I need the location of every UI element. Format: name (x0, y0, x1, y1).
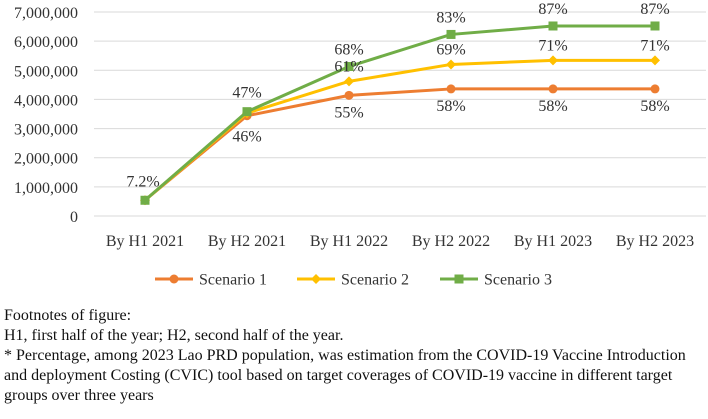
series-line (144, 58, 655, 202)
x-tick-label: By H2 2022 (412, 233, 490, 250)
y-tick-label: 3,000,000 (14, 122, 78, 139)
y-tick-label: 6,000,000 (14, 34, 78, 51)
data-point-marker (650, 21, 660, 31)
data-label: 71% (640, 37, 669, 54)
y-tick-label: 7,000,000 (14, 5, 78, 22)
data-point-marker (140, 195, 150, 205)
data-point-marker (454, 274, 464, 284)
data-label: 7.2% (126, 173, 159, 190)
y-tick-label: 4,000,000 (14, 92, 78, 109)
data-point-marker (344, 61, 354, 71)
legend-label: Scenario 3 (484, 272, 552, 289)
legend-label: Scenario 2 (341, 272, 409, 289)
y-axis: 0 1,000,000 2,000,000 3,000,000 4,000,000 5,0… (14, 5, 78, 226)
data-point-marker (446, 59, 456, 70)
gridlines (94, 11, 706, 217)
footnote-percentage-note: * Percentage, among 2023 Lao PRD populat… (4, 347, 686, 404)
line-chart: 0 1,000,000 2,000,000 3,000,000 4,000,000 5,0… (14, 1, 706, 289)
data-label: 83% (436, 9, 465, 26)
data-point-marker (650, 84, 660, 94)
series-line (144, 87, 655, 202)
y-tick-label: 5,000,000 (14, 63, 78, 80)
x-tick-label: By H1 2022 (310, 233, 388, 250)
data-label: 87% (538, 1, 567, 18)
data-point-marker (344, 76, 354, 87)
data-label: 58% (538, 98, 567, 115)
y-tick-label: 1,000,000 (14, 180, 78, 197)
data-label: 58% (436, 98, 465, 115)
series-line (144, 24, 655, 202)
data-point-marker (344, 90, 354, 100)
data-label: 47% (232, 85, 261, 102)
data-label: 69% (436, 41, 465, 58)
data-point-marker (548, 21, 558, 31)
data-point-marker (548, 84, 558, 94)
data-label: 87% (640, 1, 669, 18)
data-label: 71% (538, 37, 567, 54)
legend-label: Scenario 1 (199, 272, 267, 289)
data-label: 61% (334, 58, 363, 75)
x-tick-label: By H2 2023 (616, 233, 694, 250)
data-point-marker (169, 274, 179, 284)
data-point-marker (311, 274, 321, 284)
data-point-marker (650, 55, 660, 66)
x-tick-label: By H1 2023 (514, 233, 592, 250)
data-point-marker (242, 107, 252, 117)
data-label: 68% (334, 41, 363, 58)
y-tick-label: 0 (70, 209, 78, 226)
data-point-marker (548, 55, 558, 66)
footnotes-heading: Footnotes of figure: (4, 307, 132, 324)
data-point-marker (446, 29, 456, 39)
x-axis: By H1 2021 By H2 2021 By H1 2022 By H2 2022… (106, 233, 694, 250)
footnote-abbreviations: H1, first half of the year; H2, second h… (4, 327, 344, 344)
data-label: 58% (640, 98, 669, 115)
x-tick-label: By H1 2021 (106, 233, 184, 250)
legend: Scenario 1 Scenario 2 Scenario 3 (155, 272, 552, 289)
figure-footnotes: Footnotes of figure: H1, first half of t… (4, 306, 704, 406)
data-label: 55% (334, 104, 363, 121)
data-series (140, 21, 660, 206)
x-tick-label: By H2 2021 (208, 233, 286, 250)
y-tick-label: 2,000,000 (14, 151, 78, 168)
data-point-marker (446, 84, 456, 94)
data-label: 46% (232, 129, 261, 146)
data-labels: 46% 55% 58% 58% 58% 61% 69% 71% 71% 7.2% 47% 68% 83%… (126, 1, 669, 190)
